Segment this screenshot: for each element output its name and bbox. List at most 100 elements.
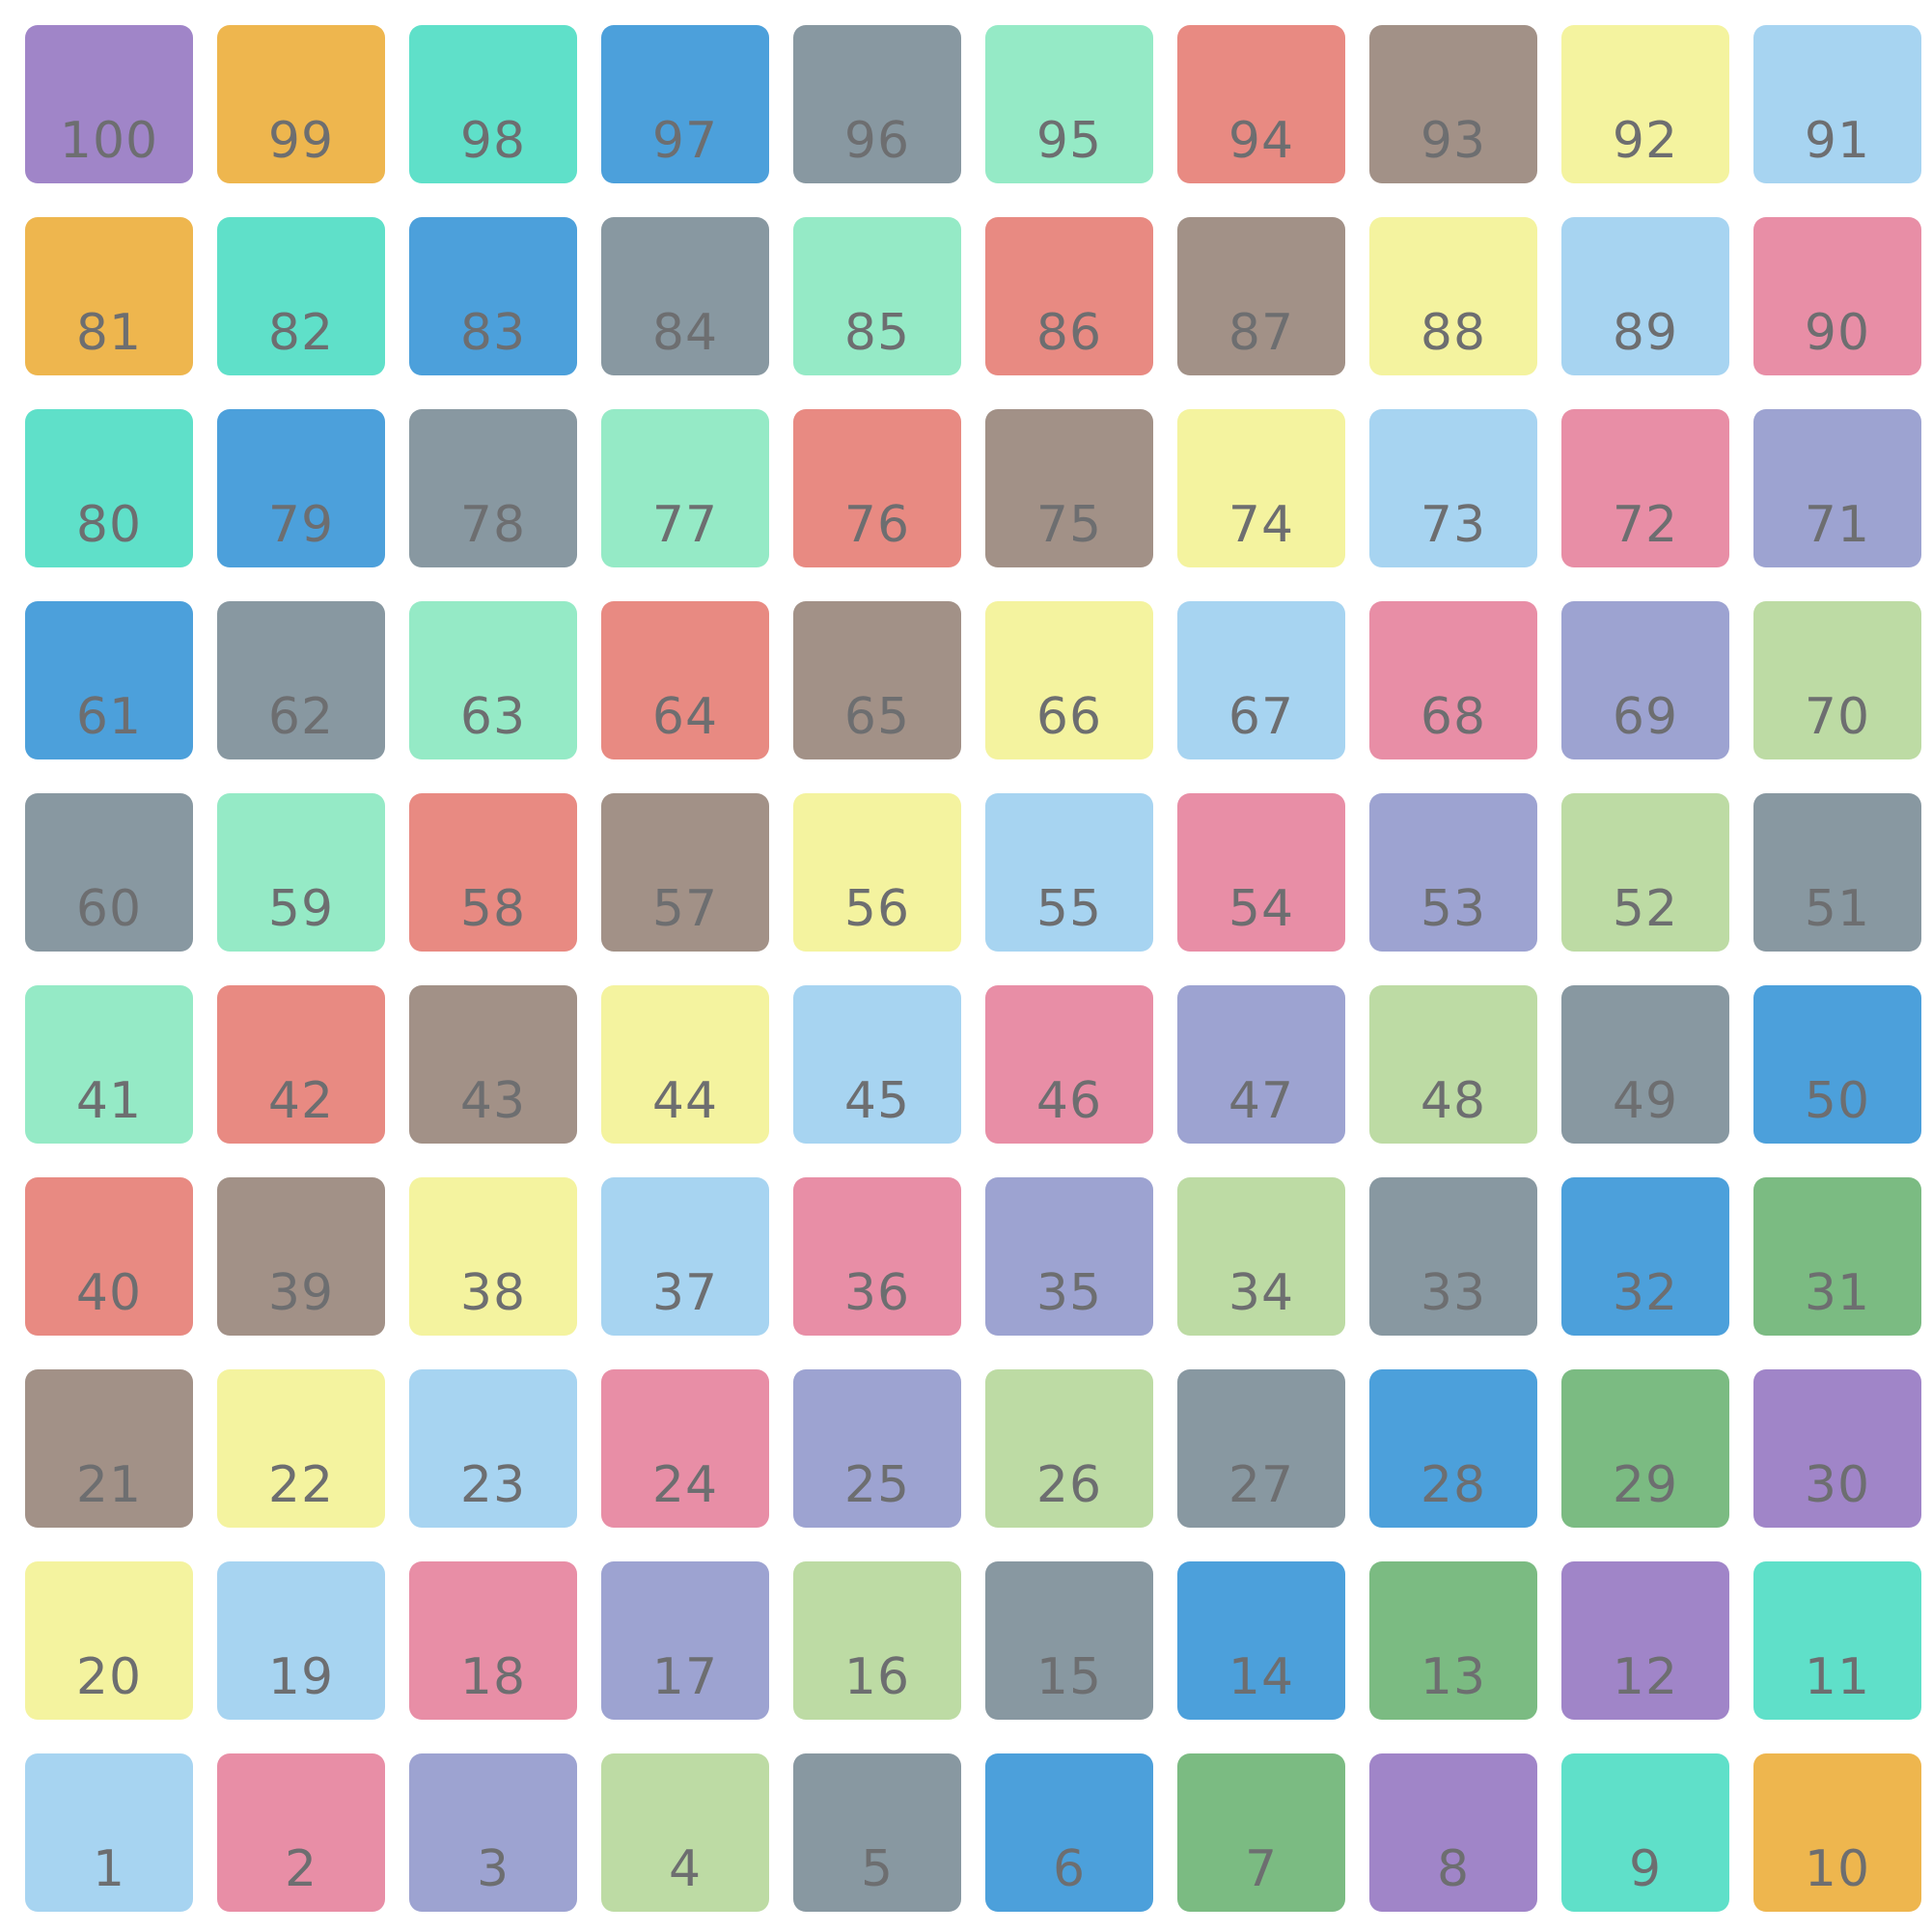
board-cell-18[interactable]: 18 — [409, 1561, 577, 1720]
board-cell-74[interactable]: 74 — [1177, 409, 1345, 567]
board-cell-29[interactable]: 29 — [1561, 1369, 1729, 1528]
board-cell-30[interactable]: 30 — [1753, 1369, 1921, 1528]
board-cell-93[interactable]: 93 — [1369, 25, 1537, 183]
board-cell-94[interactable]: 94 — [1177, 25, 1345, 183]
board-cell-21[interactable]: 21 — [25, 1369, 193, 1528]
board-cell-9[interactable]: 9 — [1561, 1753, 1729, 1912]
board-cell-75[interactable]: 75 — [985, 409, 1153, 567]
board-cell-3[interactable]: 3 — [409, 1753, 577, 1912]
board-cell-14[interactable]: 14 — [1177, 1561, 1345, 1720]
board-cell-27[interactable]: 27 — [1177, 1369, 1345, 1528]
board-cell-89[interactable]: 89 — [1561, 217, 1729, 375]
board-cell-77[interactable]: 77 — [601, 409, 769, 567]
board-cell-56[interactable]: 56 — [793, 793, 961, 952]
board-cell-26[interactable]: 26 — [985, 1369, 1153, 1528]
board-cell-85[interactable]: 85 — [793, 217, 961, 375]
board-cell-86[interactable]: 86 — [985, 217, 1153, 375]
board-cell-84[interactable]: 84 — [601, 217, 769, 375]
board-cell-46[interactable]: 46 — [985, 985, 1153, 1144]
board-cell-68[interactable]: 68 — [1369, 601, 1537, 759]
board-cell-83[interactable]: 83 — [409, 217, 577, 375]
board-cell-91[interactable]: 91 — [1753, 25, 1921, 183]
board-cell-78[interactable]: 78 — [409, 409, 577, 567]
board-cell-70[interactable]: 70 — [1753, 601, 1921, 759]
board-cell-62[interactable]: 62 — [217, 601, 385, 759]
board-cell-49[interactable]: 49 — [1561, 985, 1729, 1144]
board-cell-6[interactable]: 6 — [985, 1753, 1153, 1912]
board-cell-34[interactable]: 34 — [1177, 1177, 1345, 1336]
board-cell-17[interactable]: 17 — [601, 1561, 769, 1720]
board-cell-35[interactable]: 35 — [985, 1177, 1153, 1336]
board-cell-7[interactable]: 7 — [1177, 1753, 1345, 1912]
board-cell-57[interactable]: 57 — [601, 793, 769, 952]
board-cell-99[interactable]: 99 — [217, 25, 385, 183]
board-cell-95[interactable]: 95 — [985, 25, 1153, 183]
board-cell-15[interactable]: 15 — [985, 1561, 1153, 1720]
board-cell-51[interactable]: 51 — [1753, 793, 1921, 952]
board-cell-41[interactable]: 41 — [25, 985, 193, 1144]
board-cell-54[interactable]: 54 — [1177, 793, 1345, 952]
board-cell-60[interactable]: 60 — [25, 793, 193, 952]
board-cell-96[interactable]: 96 — [793, 25, 961, 183]
board-cell-32[interactable]: 32 — [1561, 1177, 1729, 1336]
board-cell-20[interactable]: 20 — [25, 1561, 193, 1720]
board-cell-52[interactable]: 52 — [1561, 793, 1729, 952]
board-cell-4[interactable]: 4 — [601, 1753, 769, 1912]
board-cell-61[interactable]: 61 — [25, 601, 193, 759]
board-cell-50[interactable]: 50 — [1753, 985, 1921, 1144]
board-cell-38[interactable]: 38 — [409, 1177, 577, 1336]
board-cell-90[interactable]: 90 — [1753, 217, 1921, 375]
board-cell-31[interactable]: 31 — [1753, 1177, 1921, 1336]
board-cell-55[interactable]: 55 — [985, 793, 1153, 952]
board-cell-87[interactable]: 87 — [1177, 217, 1345, 375]
board-cell-43[interactable]: 43 — [409, 985, 577, 1144]
board-cell-42[interactable]: 42 — [217, 985, 385, 1144]
board-cell-53[interactable]: 53 — [1369, 793, 1537, 952]
board-cell-82[interactable]: 82 — [217, 217, 385, 375]
board-cell-40[interactable]: 40 — [25, 1177, 193, 1336]
board-cell-97[interactable]: 97 — [601, 25, 769, 183]
board-cell-16[interactable]: 16 — [793, 1561, 961, 1720]
board-cell-8[interactable]: 8 — [1369, 1753, 1537, 1912]
board-cell-37[interactable]: 37 — [601, 1177, 769, 1336]
board-cell-25[interactable]: 25 — [793, 1369, 961, 1528]
board-cell-33[interactable]: 33 — [1369, 1177, 1537, 1336]
board-cell-22[interactable]: 22 — [217, 1369, 385, 1528]
board-cell-79[interactable]: 79 — [217, 409, 385, 567]
board-cell-80[interactable]: 80 — [25, 409, 193, 567]
board-cell-47[interactable]: 47 — [1177, 985, 1345, 1144]
board-cell-81[interactable]: 81 — [25, 217, 193, 375]
board-cell-5[interactable]: 5 — [793, 1753, 961, 1912]
board-cell-19[interactable]: 19 — [217, 1561, 385, 1720]
board-cell-39[interactable]: 39 — [217, 1177, 385, 1336]
board-cell-76[interactable]: 76 — [793, 409, 961, 567]
board-cell-2[interactable]: 2 — [217, 1753, 385, 1912]
board-cell-69[interactable]: 69 — [1561, 601, 1729, 759]
board-cell-73[interactable]: 73 — [1369, 409, 1537, 567]
board-cell-92[interactable]: 92 — [1561, 25, 1729, 183]
board-cell-10[interactable]: 10 — [1753, 1753, 1921, 1912]
board-cell-44[interactable]: 44 — [601, 985, 769, 1144]
board-cell-98[interactable]: 98 — [409, 25, 577, 183]
board-cell-24[interactable]: 24 — [601, 1369, 769, 1528]
board-cell-88[interactable]: 88 — [1369, 217, 1537, 375]
board-cell-1[interactable]: 1 — [25, 1753, 193, 1912]
board-cell-12[interactable]: 12 — [1561, 1561, 1729, 1720]
board-cell-13[interactable]: 13 — [1369, 1561, 1537, 1720]
board-cell-11[interactable]: 11 — [1753, 1561, 1921, 1720]
board-cell-100[interactable]: 100 — [25, 25, 193, 183]
board-cell-65[interactable]: 65 — [793, 601, 961, 759]
board-cell-71[interactable]: 71 — [1753, 409, 1921, 567]
board-cell-36[interactable]: 36 — [793, 1177, 961, 1336]
board-cell-23[interactable]: 23 — [409, 1369, 577, 1528]
board-cell-45[interactable]: 45 — [793, 985, 961, 1144]
board-cell-67[interactable]: 67 — [1177, 601, 1345, 759]
board-cell-58[interactable]: 58 — [409, 793, 577, 952]
board-cell-59[interactable]: 59 — [217, 793, 385, 952]
board-cell-66[interactable]: 66 — [985, 601, 1153, 759]
board-cell-72[interactable]: 72 — [1561, 409, 1729, 567]
board-cell-28[interactable]: 28 — [1369, 1369, 1537, 1528]
board-cell-63[interactable]: 63 — [409, 601, 577, 759]
board-cell-48[interactable]: 48 — [1369, 985, 1537, 1144]
board-cell-64[interactable]: 64 — [601, 601, 769, 759]
